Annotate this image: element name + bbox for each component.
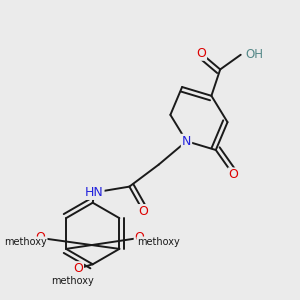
- Text: O: O: [196, 47, 206, 60]
- Text: methoxy: methoxy: [4, 237, 47, 247]
- Text: O: O: [228, 168, 238, 182]
- Text: methoxy: methoxy: [51, 276, 94, 286]
- Text: O: O: [73, 262, 83, 275]
- Text: O: O: [35, 231, 45, 244]
- Text: O: O: [135, 231, 145, 244]
- Text: HN: HN: [85, 186, 104, 199]
- Text: N: N: [182, 135, 191, 148]
- Text: OH: OH: [245, 48, 263, 61]
- Text: O: O: [139, 205, 148, 218]
- Text: methoxy: methoxy: [137, 237, 180, 247]
